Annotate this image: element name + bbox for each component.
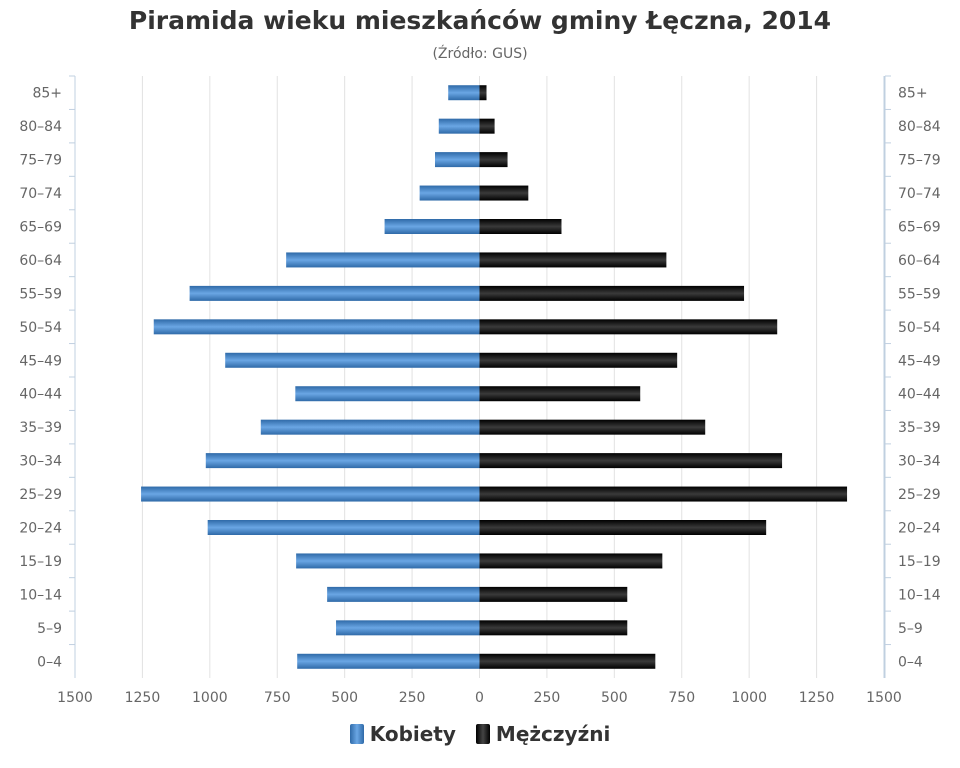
bar-kobiety-2 [435, 152, 480, 168]
legend-swatch [349, 724, 364, 744]
y-tick-label-right: 45–49 [898, 353, 941, 369]
x-tick-label: 750 [264, 690, 291, 706]
y-tick-label-left: 10–14 [19, 587, 62, 603]
bar-kobiety-13 [207, 520, 480, 535]
y-tick-label-right: 15–19 [898, 554, 941, 570]
bar-mezczyzni-12 [479, 486, 848, 502]
bar-kobiety-5 [286, 252, 480, 268]
y-tick-label-left: 35–39 [19, 420, 62, 436]
x-tick-label: 750 [668, 690, 695, 706]
y-tick-label-left: 40–44 [19, 387, 62, 403]
legend-label: Kobiety [369, 722, 456, 746]
y-tick-label-left: 45–49 [19, 353, 62, 369]
y-tick-label-right: 20–24 [898, 521, 941, 537]
bar-kobiety-3 [419, 185, 480, 201]
x-tick-label: 1000 [192, 690, 228, 706]
x-tick-label: 500 [601, 690, 628, 706]
bar-kobiety-8 [225, 352, 480, 368]
y-tick-label-left: 50–54 [19, 320, 62, 336]
y-tick-label-left: 55–59 [19, 286, 62, 302]
x-tick-label: 0 [475, 690, 484, 706]
y-tick-label-left: 15–19 [19, 554, 62, 570]
bar-mezczyzni-14 [479, 553, 663, 569]
y-tick-label-right: 10–14 [898, 587, 941, 603]
legend-label: Mężczyźni [495, 722, 611, 746]
bar-kobiety-7 [153, 319, 480, 335]
y-tick-label-right: 85+ [898, 86, 928, 102]
bar-mezczyzni-13 [479, 520, 767, 535]
x-tick-label: 250 [399, 690, 426, 706]
x-tick-label: 1250 [799, 690, 835, 706]
y-tick-label-left: 0–4 [37, 654, 62, 670]
legend-swatch [475, 724, 490, 744]
y-tick-label-right: 30–34 [898, 454, 941, 470]
y-tick-label-left: 25–29 [19, 487, 62, 503]
x-tick-label: 1500 [57, 690, 93, 706]
bar-kobiety-9 [295, 386, 480, 402]
y-tick-label-left: 70–74 [19, 186, 62, 202]
y-tick-label-right: 5–9 [898, 621, 923, 637]
bar-mezczyzni-5 [479, 252, 667, 268]
y-tick-label-right: 50–54 [898, 320, 941, 336]
x-tick-label: 1000 [731, 690, 767, 706]
bar-kobiety-6 [189, 285, 480, 301]
y-tick-label-right: 75–79 [898, 153, 941, 169]
y-tick-label-left: 80–84 [19, 119, 62, 135]
bar-mezczyzni-6 [479, 285, 745, 301]
bar-kobiety-15 [327, 586, 480, 602]
y-tick-label-right: 60–64 [898, 253, 941, 269]
y-tick-label-left: 65–69 [19, 220, 62, 236]
x-tick-label: 250 [534, 690, 561, 706]
bar-mezczyzni-11 [479, 453, 783, 469]
bar-kobiety-16 [336, 620, 480, 636]
y-tick-label-right: 40–44 [898, 387, 941, 403]
bar-mezczyzni-0 [479, 85, 487, 101]
bar-kobiety-4 [384, 219, 480, 234]
y-tick-label-left: 75–79 [19, 153, 62, 169]
bar-mezczyzni-10 [479, 419, 706, 435]
bar-mezczyzni-2 [479, 152, 508, 168]
chart-title: Piramida wieku mieszkańców gminy Łęczna,… [128, 6, 832, 35]
bar-mezczyzni-7 [479, 319, 778, 335]
bar-kobiety-1 [438, 118, 480, 134]
x-tick-label: 1500 [866, 690, 902, 706]
bar-mezczyzni-15 [479, 586, 628, 602]
bar-kobiety-14 [296, 553, 480, 569]
bar-mezczyzni-3 [479, 185, 529, 201]
y-tick-label-left: 5–9 [37, 621, 62, 637]
bar-kobiety-0 [448, 85, 480, 101]
bar-mezczyzni-8 [479, 352, 678, 368]
y-tick-label-right: 25–29 [898, 487, 941, 503]
bar-mezczyzni-16 [479, 620, 628, 636]
y-tick-label-right: 65–69 [898, 220, 941, 236]
bar-mezczyzni-9 [479, 386, 641, 402]
bar-kobiety-12 [141, 486, 480, 502]
bar-kobiety-10 [260, 419, 480, 435]
y-tick-label-left: 60–64 [19, 253, 62, 269]
y-tick-label-right: 70–74 [898, 186, 941, 202]
bar-kobiety-17 [297, 653, 480, 669]
y-tick-label-left: 30–34 [19, 454, 62, 470]
y-tick-label-left: 20–24 [19, 521, 62, 537]
legend-item-kobiety[interactable]: Kobiety [349, 722, 456, 746]
x-tick-label: 500 [331, 690, 358, 706]
legend: Kobiety Mężczyźni [0, 722, 960, 746]
y-tick-label-right: 0–4 [898, 654, 923, 670]
x-tick-label: 1250 [125, 690, 161, 706]
y-tick-label-right: 80–84 [898, 119, 941, 135]
bar-mezczyzni-4 [479, 219, 562, 234]
y-tick-label-left: 85+ [32, 86, 62, 102]
bar-kobiety-11 [205, 453, 480, 469]
y-tick-label-right: 35–39 [898, 420, 941, 436]
bar-mezczyzni-17 [479, 653, 656, 669]
chart-subtitle: (Źródło: GUS) [432, 46, 528, 62]
y-tick-label-right: 55–59 [898, 286, 941, 302]
bar-mezczyzni-1 [479, 118, 495, 134]
legend-item-mezczyzni[interactable]: Mężczyźni [475, 722, 611, 746]
